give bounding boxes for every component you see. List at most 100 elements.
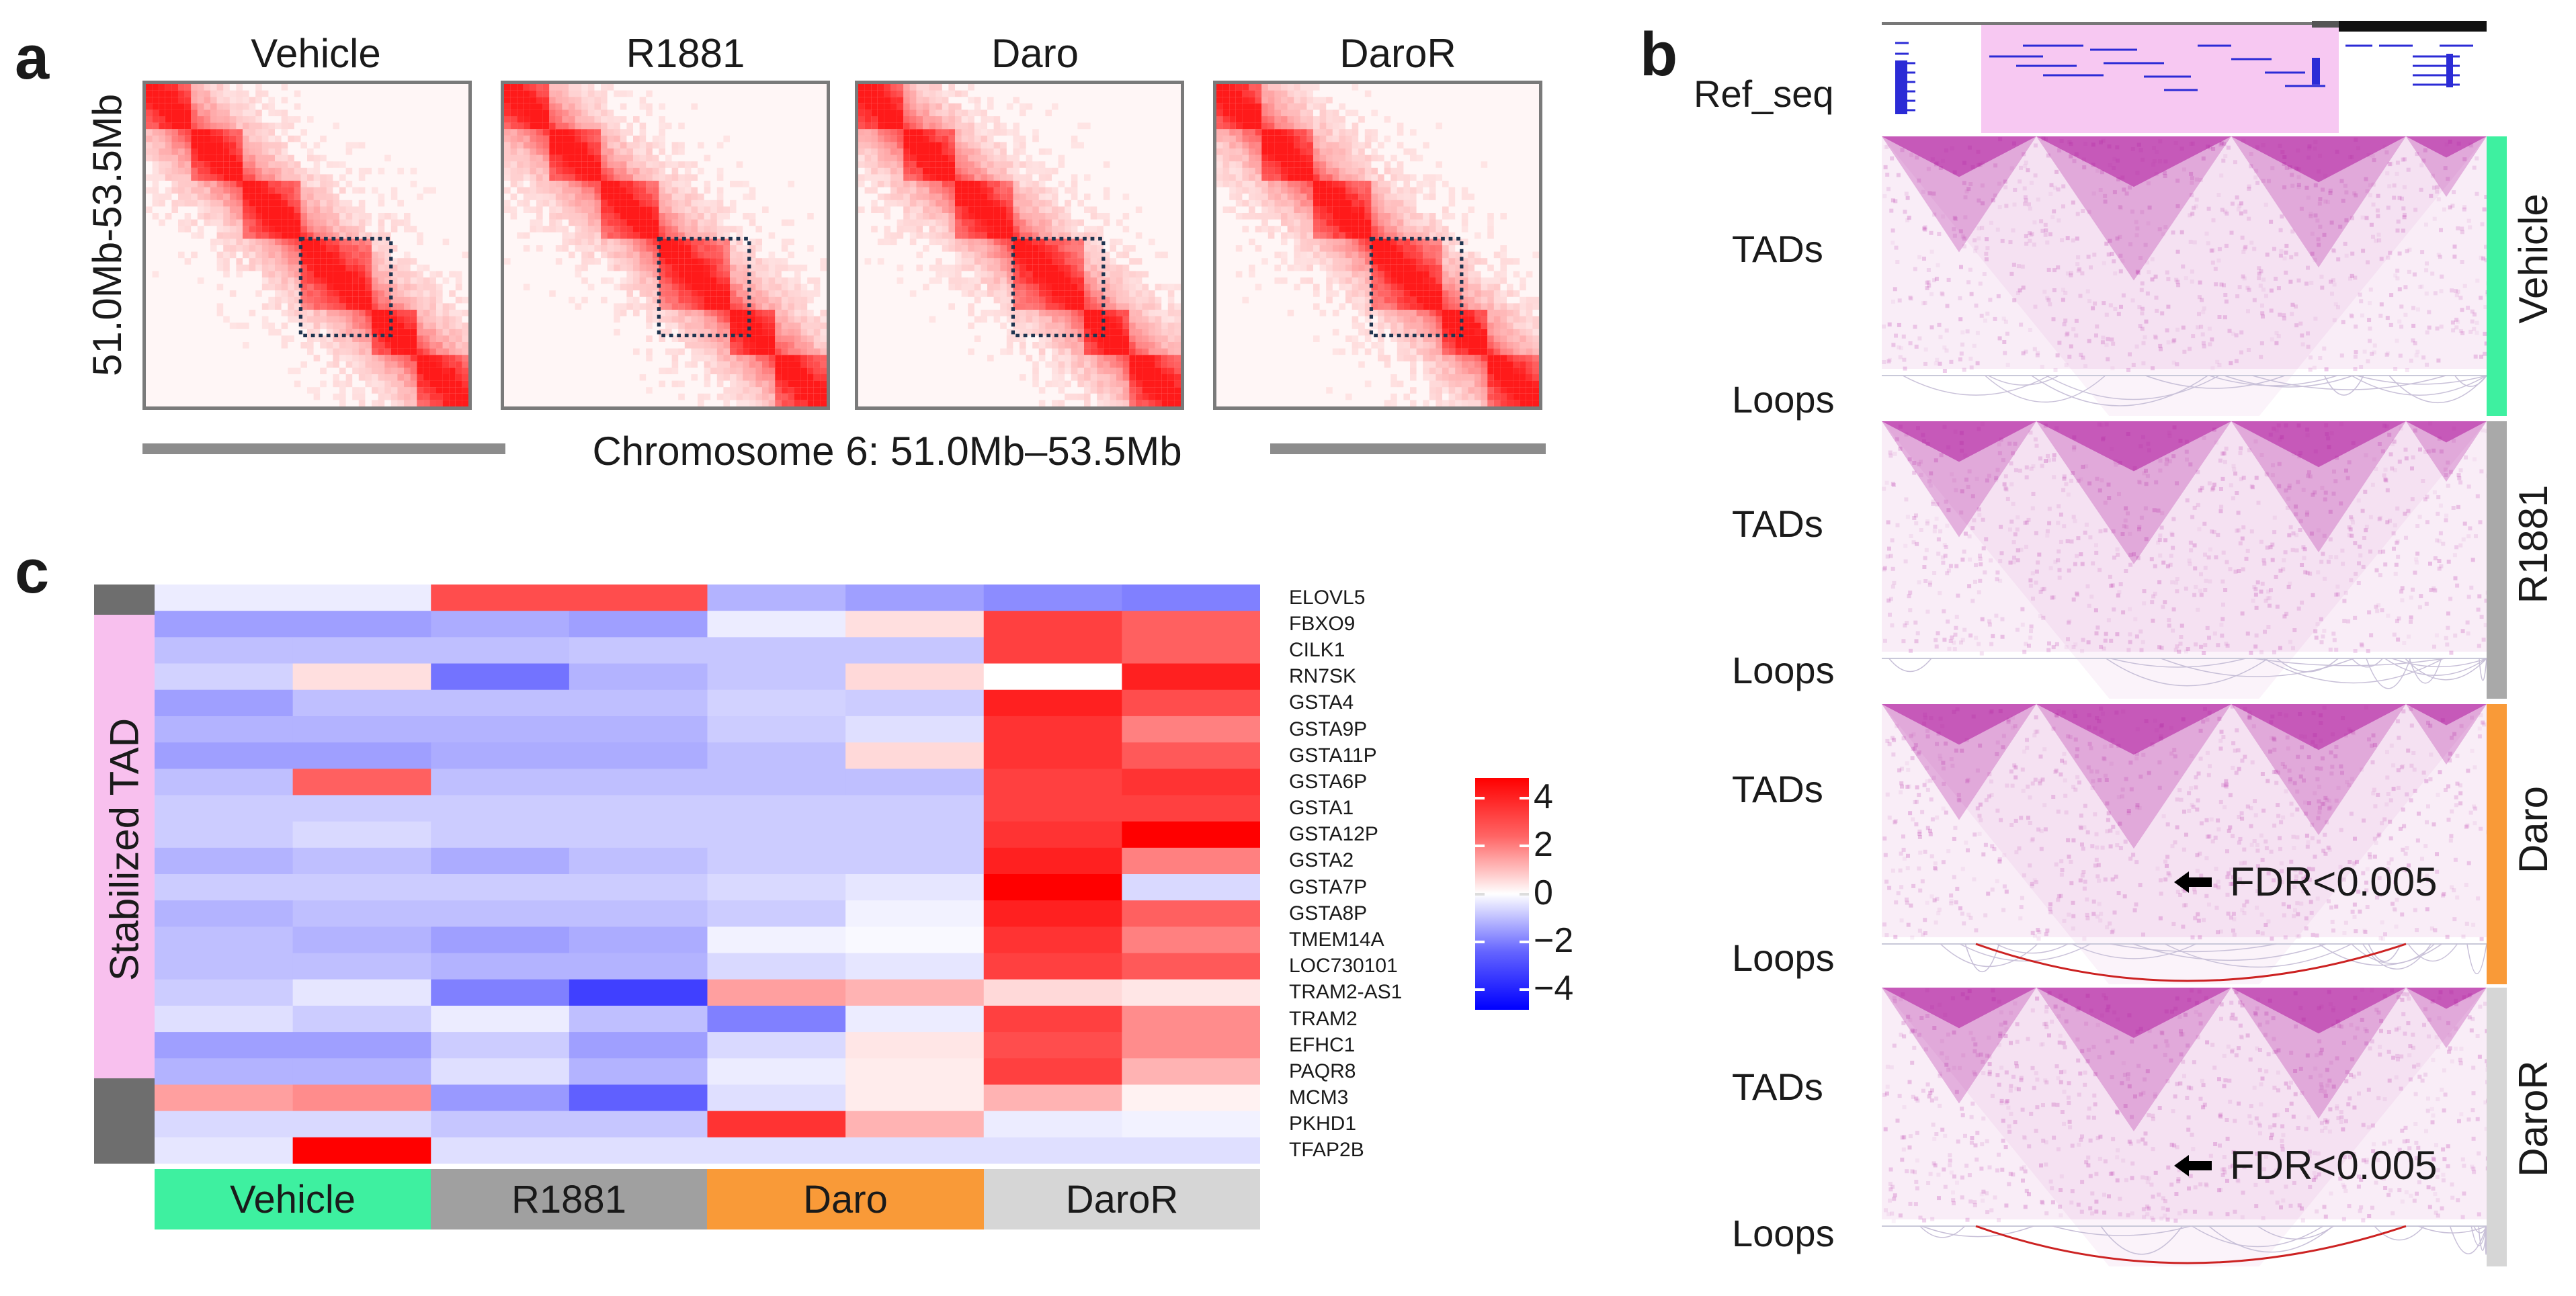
panel-a-letter: a: [15, 24, 50, 92]
heatmap-row-label: MCM3: [1289, 1086, 1349, 1109]
x-axis-bar-right: [1270, 443, 1546, 454]
heatmap-row-label: EFHC1: [1289, 1033, 1356, 1056]
heatmap-cell: [845, 1137, 985, 1164]
heatmap-cell: [292, 1111, 431, 1138]
heatmap-cell: [1122, 953, 1260, 980]
heatmap-row-labels: ELOVL5 FBXO9 CILK1 RN7SK GSTA4 GSTA9P GSTA11P G…: [1289, 585, 1504, 1164]
heatmap-cell: [155, 953, 294, 980]
heatmap-cell: [569, 953, 708, 980]
heatmap-cell: [569, 716, 708, 743]
heatmap-cell: [155, 689, 294, 717]
heatmap-cell: [707, 769, 846, 795]
heatmap-cell: [155, 637, 294, 664]
heatmap-cell: [431, 689, 570, 717]
heatmap-cell: [707, 900, 846, 927]
heatmap-cell: [845, 979, 985, 1006]
track-condition-3: Daro: [2511, 785, 2556, 874]
heatmap-cell: [707, 1005, 846, 1033]
colorbar-tick: [1520, 893, 1529, 896]
heatmap-row-label: ELOVL5: [1289, 586, 1366, 609]
heatmap-cell: [431, 611, 570, 638]
heatmap-cell: [431, 1032, 570, 1059]
heatmap-cell: [155, 847, 294, 875]
arrow-left-icon: [2174, 871, 2212, 893]
fdr-label-daro: FDR<0.005: [2230, 859, 2438, 904]
heatmap-cell: [845, 874, 985, 901]
heatmap-cell: [1122, 663, 1260, 691]
loops-label-2: Loops: [1732, 649, 1835, 691]
track-condition-4: DaroR: [2511, 1060, 2556, 1177]
heatmap-cell: [569, 585, 708, 611]
heatmap-cell: [155, 1084, 294, 1112]
hic-title-1: Vehicle: [251, 31, 381, 76]
colorbar-label-minus2: −2: [1534, 921, 1574, 960]
heatmap-row-label: GSTA6P: [1289, 770, 1368, 793]
refseq-ruler-dark-1: [2312, 21, 2339, 28]
heatmap-row-label: GSTA2: [1289, 849, 1354, 872]
tad-track-2: [1882, 421, 2487, 699]
heatmap-cell: [292, 1005, 431, 1033]
colorbar-tick: [1475, 845, 1485, 847]
heatmap-cell: [292, 742, 431, 769]
hic-map-r1881: [501, 81, 830, 410]
heatmap-cell: [983, 926, 1122, 954]
heatmap-cell: [1122, 585, 1260, 611]
heatmap-cell: [707, 1032, 846, 1059]
heatmap-cell: [983, 979, 1122, 1006]
heatmap-cell: [431, 926, 570, 954]
heatmap-row-label: PAQR8: [1289, 1060, 1356, 1082]
heatmap-cell: [431, 847, 570, 875]
panel-b-letter: b: [1640, 20, 1678, 89]
heatmap-row-label: GSTA4: [1289, 691, 1354, 714]
hic-map-vehicle: [142, 81, 472, 410]
heatmap-row-label: GSTA12P: [1289, 823, 1378, 846]
heatmap-row-label: TRAM2: [1289, 1007, 1358, 1030]
heatmap-cell: [1122, 847, 1260, 875]
heatmap-cell: [983, 874, 1122, 901]
heatmap-cell: [983, 1084, 1122, 1112]
colorbar-tick: [1520, 988, 1529, 991]
heatmap-cell: [292, 611, 431, 638]
heatmap-cell: [1122, 795, 1260, 822]
heatmap-cell: [155, 742, 294, 769]
heatmap-cell: [292, 1032, 431, 1059]
heatmap-cell: [1122, 716, 1260, 743]
heatmap-cell: [1122, 874, 1260, 901]
heatmap: [155, 585, 1260, 1164]
heatmap-cell: [1122, 637, 1260, 664]
heatmap-cell: [983, 769, 1122, 795]
heatmap-cell: [431, 585, 570, 611]
hic-x-axis-label: Chromosome 6: 51.0Mb–53.5Mb: [592, 429, 1182, 474]
heatmap-cell: [983, 900, 1122, 927]
heatmap-cell: [983, 663, 1122, 691]
heatmap-cell: [1122, 1032, 1260, 1059]
heatmap-cell: [569, 1084, 708, 1112]
heatmap-cell: [707, 847, 846, 875]
fdr-label-daror: FDR<0.005: [2230, 1143, 2438, 1188]
heatmap-row-label: FBXO9: [1289, 612, 1356, 635]
loops-label-4: Loops: [1732, 1212, 1835, 1254]
heatmap-cell: [845, 1032, 985, 1059]
heatmap-cell: [1122, 769, 1260, 795]
heatmap-cell: [983, 847, 1122, 875]
column-group-daror: DaroR: [984, 1169, 1260, 1229]
heatmap-cell: [155, 821, 294, 849]
heatmap-cell: [292, 716, 431, 743]
heatmap-cell: [569, 769, 708, 795]
heatmap-cell: [845, 1058, 985, 1085]
tad-track-3: [1882, 704, 2487, 984]
hic-title-2: R1881: [626, 31, 745, 76]
heatmap-cell: [431, 742, 570, 769]
heatmap-cell: [431, 900, 570, 927]
heatmap-cell: [569, 1058, 708, 1085]
heatmap-cell: [983, 585, 1122, 611]
heatmap-cell: [707, 1111, 846, 1138]
heatmap-cell: [292, 953, 431, 980]
heatmap-cell: [845, 742, 985, 769]
heatmap-cell: [292, 979, 431, 1006]
heatmap-cell: [569, 795, 708, 822]
heatmap-cell: [431, 663, 570, 691]
heatmap-cell: [1122, 1111, 1260, 1138]
heatmap-cell: [431, 1058, 570, 1085]
heatmap-cell: [431, 979, 570, 1006]
